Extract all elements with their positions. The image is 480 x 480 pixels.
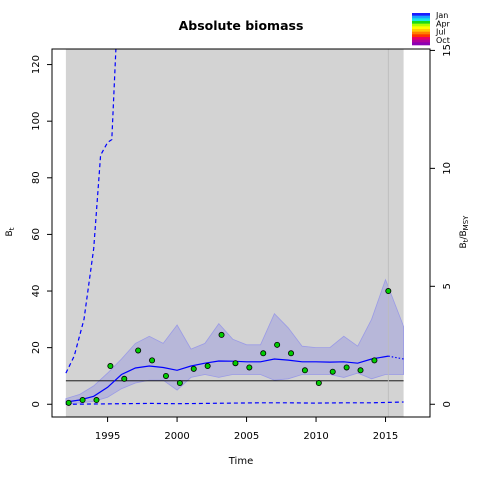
y2-axis-label: Bt/BMSY — [459, 215, 470, 249]
observation-point — [65, 399, 72, 406]
observation-point — [371, 357, 378, 364]
observation-point — [329, 368, 336, 375]
observation-point — [176, 380, 183, 387]
plot-content — [65, 49, 404, 417]
x-tick-label: 2015 — [373, 431, 398, 442]
observation-point — [121, 375, 128, 382]
observation-point — [357, 367, 364, 374]
y-tick-label: 0 — [31, 401, 42, 407]
y-tick-label: 60 — [31, 228, 42, 241]
observation-point — [204, 363, 211, 370]
observation-point — [385, 288, 392, 295]
legend-color-swatch — [412, 18, 430, 22]
legend-label: Jan — [435, 11, 448, 20]
legend-color-swatch — [412, 29, 430, 32]
x-tick-label: 1995 — [95, 431, 120, 442]
observation-point — [274, 341, 281, 348]
observation-point — [288, 350, 295, 357]
legend-color-swatch — [412, 21, 430, 24]
observation-point — [232, 360, 239, 367]
y-tick-label: 120 — [31, 55, 42, 74]
y2-axis-label-sub2: MSY — [462, 215, 470, 230]
legend-color-swatch — [412, 23, 430, 27]
legend-color-swatch — [412, 31, 430, 35]
y2-tick-label: 10 — [442, 162, 453, 175]
y-axis-label: Bt — [5, 227, 16, 236]
y2-tick-label: 0 — [442, 401, 453, 407]
observation-point — [343, 364, 350, 371]
observation-point — [135, 347, 142, 354]
plot-frame — [51, 48, 431, 418]
y2-axis-label-sub1: t — [462, 239, 470, 242]
legend-color-swatch — [412, 26, 430, 30]
y-tick-label: 100 — [31, 112, 42, 131]
legend-color-swatch — [412, 42, 430, 46]
x-axis: 1995 2000 2005 2010 2015 — [95, 417, 398, 442]
observation-point — [190, 365, 197, 372]
legend-color-swatch — [412, 39, 430, 43]
legend-label: Jul — [435, 28, 446, 37]
legend-label: Apr — [436, 19, 451, 28]
y2-tick-label: 5 — [442, 283, 453, 289]
observation-point — [93, 397, 100, 404]
y-tick-label: 20 — [31, 341, 42, 354]
observation-point — [315, 380, 322, 387]
chart-title: Absolute biomass — [179, 18, 304, 33]
legend-color-swatch — [412, 37, 430, 40]
observation-point — [246, 364, 253, 371]
legend-color-swatch — [412, 15, 430, 19]
y-axis-right: 0 5 10 15 — [430, 44, 453, 407]
observation-point — [149, 357, 156, 364]
x-axis-label: Time — [228, 456, 253, 467]
x-tick-label: 2010 — [303, 431, 328, 442]
y-tick-label: 40 — [31, 285, 42, 298]
observation-point — [301, 367, 308, 374]
plot-area — [51, 48, 431, 418]
y2-axis-label-slash: /B — [459, 230, 469, 239]
y2-tick-label: 15 — [442, 44, 453, 57]
y-tick-label: 80 — [31, 171, 42, 184]
observation-point — [162, 372, 169, 379]
upper-dashed-line — [65, 49, 117, 374]
observation-point — [107, 363, 114, 370]
legend-color-swatch — [412, 34, 430, 38]
legend-label: Oct — [436, 36, 450, 45]
fit-line — [65, 355, 389, 403]
prediction-line — [388, 355, 404, 360]
confidence-band — [65, 278, 404, 405]
legend-color-swatch — [412, 13, 430, 16]
x-tick-label: 2000 — [164, 431, 189, 442]
y-axis-left: 0 20 40 60 80 100 120 — [31, 55, 52, 407]
x-tick-label: 2005 — [234, 431, 259, 442]
observation-point — [260, 350, 267, 357]
observation-point — [218, 331, 225, 338]
y-axis-label-subscript: t — [8, 227, 16, 230]
observation-point — [79, 397, 86, 404]
